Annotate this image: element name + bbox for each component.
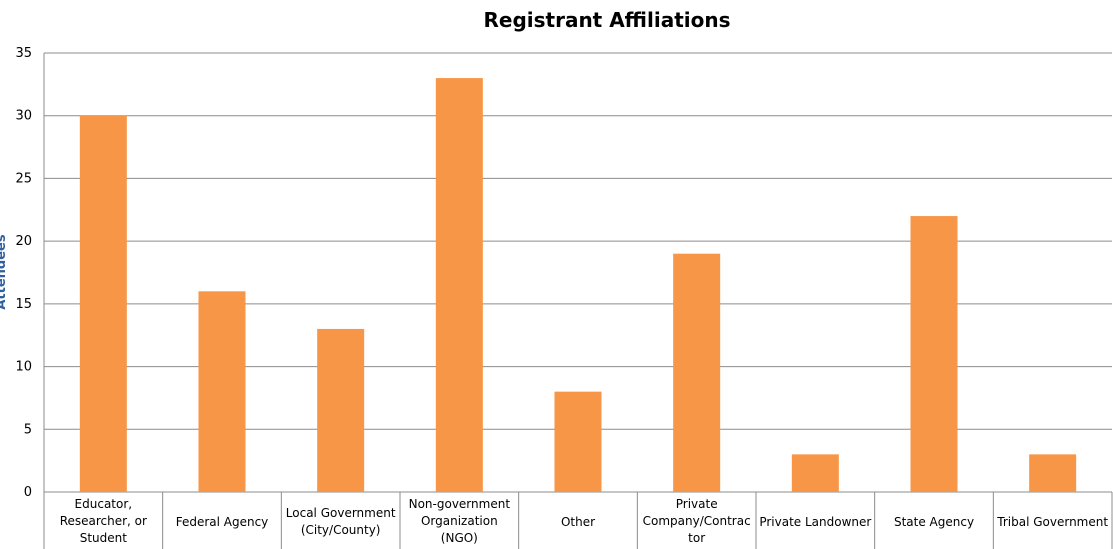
y-tick-label-35: 35 <box>15 46 32 61</box>
y-tick-label-10: 10 <box>15 360 32 375</box>
x-tick-label-4: Other <box>561 515 595 529</box>
x-tick-label-line: (City/County) <box>301 523 381 537</box>
x-tick-label-line: Private <box>676 497 718 511</box>
y-axis-label: Attendees <box>0 234 9 310</box>
bar-4 <box>554 391 602 492</box>
bar-2 <box>317 328 365 492</box>
bar-1 <box>198 291 246 492</box>
x-tick-label-line: tor <box>688 531 705 545</box>
bars <box>79 78 1077 493</box>
x-tick-label-line: State Agency <box>894 515 974 529</box>
x-tick-label-line: (NGO) <box>441 531 478 545</box>
bar-6 <box>791 454 839 492</box>
x-tick-label-0: Educator, Researcher, or Student <box>60 497 147 545</box>
x-tick-label-line: Non-government <box>409 497 511 511</box>
x-tick-label-line: Private Landowner <box>759 515 871 529</box>
y-axis-ticks: 0 5 10 15 20 25 30 35 <box>15 46 32 500</box>
y-tick-label-25: 25 <box>15 171 32 186</box>
bar-5 <box>673 253 721 492</box>
x-tick-label-7: State Agency <box>894 515 974 529</box>
x-tick-label-1: Federal Agency <box>176 515 269 529</box>
y-tick-label-15: 15 <box>15 297 32 312</box>
x-tick-label-line: Student <box>80 531 128 545</box>
x-tick-label-8: Tribal Government <box>996 515 1108 529</box>
y-tick-label-20: 20 <box>15 234 32 249</box>
x-tick-label-6: Private Landowner <box>759 515 871 529</box>
bar-0 <box>79 115 127 492</box>
x-tick-label-line: Tribal Government <box>996 515 1108 529</box>
x-tick-label-3: Non-government Organization (NGO) <box>409 497 511 545</box>
y-tick-label-5: 5 <box>24 422 32 437</box>
chart-title: Registrant Affiliations <box>483 8 730 32</box>
x-tick-label-line: Federal Agency <box>176 515 269 529</box>
x-tick-label-line: Local Government <box>286 506 396 520</box>
x-tick-label-line: Company/Contrac <box>643 514 751 528</box>
x-tick-label-5: Private Company/Contrac tor <box>643 497 751 545</box>
bar-3 <box>435 78 483 492</box>
x-tick-label-line: Educator, <box>75 497 133 511</box>
x-tick-label-line: Other <box>561 515 595 529</box>
y-tick-label-30: 30 <box>15 109 32 124</box>
y-tick-label-0: 0 <box>24 485 32 500</box>
x-tick-label-line: Organization <box>421 514 498 528</box>
bar-7 <box>910 216 958 493</box>
x-tick-label-line: Researcher, or <box>60 514 147 528</box>
x-tick-label-2: Local Government (City/County) <box>286 506 396 537</box>
x-axis-ticks: Educator, Researcher, or Student Federal Ag… <box>60 497 1109 545</box>
bar-8 <box>1029 454 1077 492</box>
